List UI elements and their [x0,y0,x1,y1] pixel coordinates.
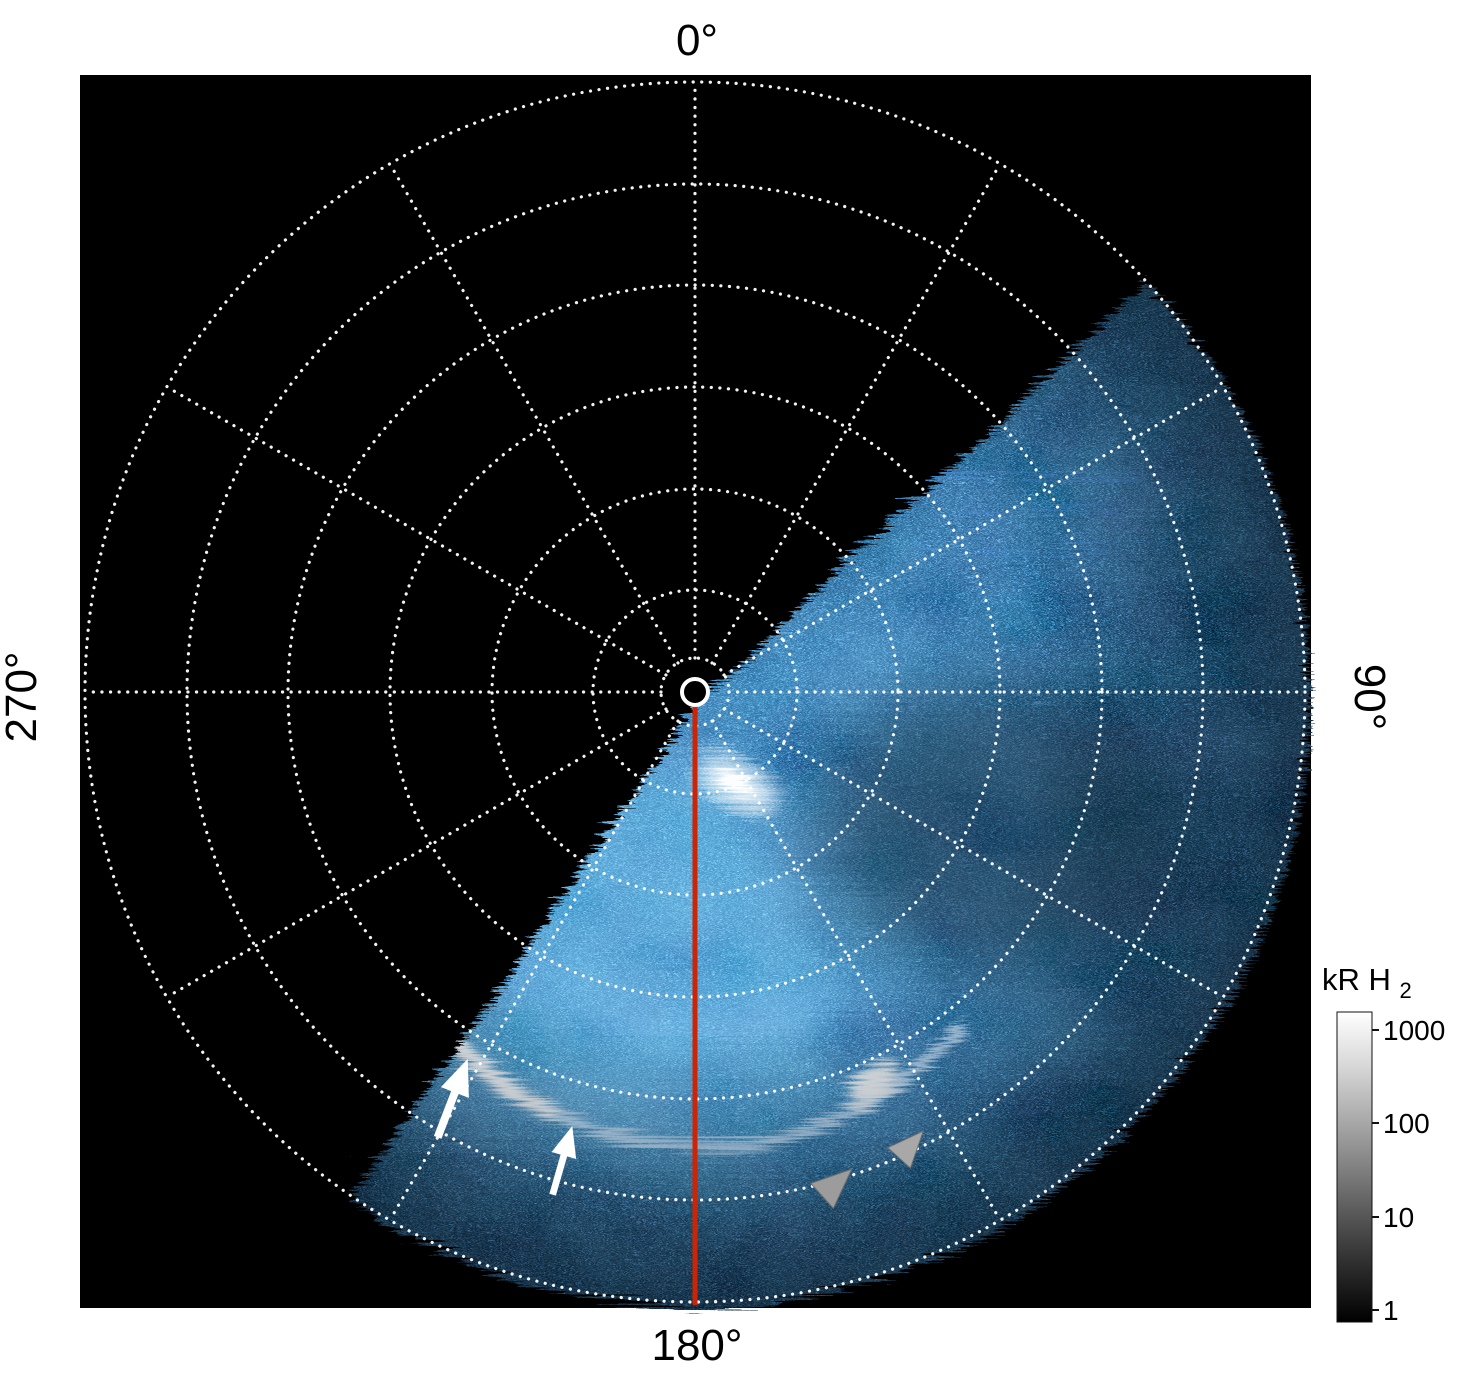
grid-spoke [710,719,1002,1222]
white-arrow-2 [549,1126,577,1196]
colorbar-tick-label-1000: 1000 [1383,1015,1445,1046]
white-arrow-1 [433,1058,469,1139]
grid-spoke [165,707,668,999]
angle-label-90: 90° [1345,664,1394,731]
colorbar-tick-label-100: 100 [1383,1108,1430,1139]
white-arrow-1-shaft [433,1087,461,1139]
gray-arrowhead-2 [886,1130,925,1169]
colorbar-tick-label-10: 10 [1383,1202,1414,1233]
white-arrow-2-shaft [549,1151,569,1196]
grid-spoke [722,385,1225,677]
colorbar: kR H 2 1000 100 10 1 [1322,962,1445,1326]
grid-spoke [165,385,668,677]
polar-grid [83,80,1307,1304]
colorbar-title-main: kR H [1322,962,1391,997]
grid-ring [83,80,1307,1304]
grid-spoke [710,162,1002,665]
angle-label-270: 270° [0,651,46,742]
grid-ring [286,283,1104,1101]
angle-label-180: 180° [651,1321,742,1370]
colorbar-title: kR H 2 [1322,962,1412,1003]
grid-ring [388,385,1002,999]
colorbar-tick-label-1: 1 [1383,1295,1399,1326]
white-arrow-1-head [440,1058,469,1098]
white-arrow-2-head [551,1126,577,1159]
gray-arrowhead-1 [809,1168,853,1210]
grid-spoke [722,707,1225,999]
colorbar-gradient [1336,1011,1373,1323]
angle-label-0: 0° [676,16,718,65]
pole-marker [680,677,710,707]
colorbar-title-sub: 2 [1400,978,1412,1003]
grid-spoke [388,162,680,665]
